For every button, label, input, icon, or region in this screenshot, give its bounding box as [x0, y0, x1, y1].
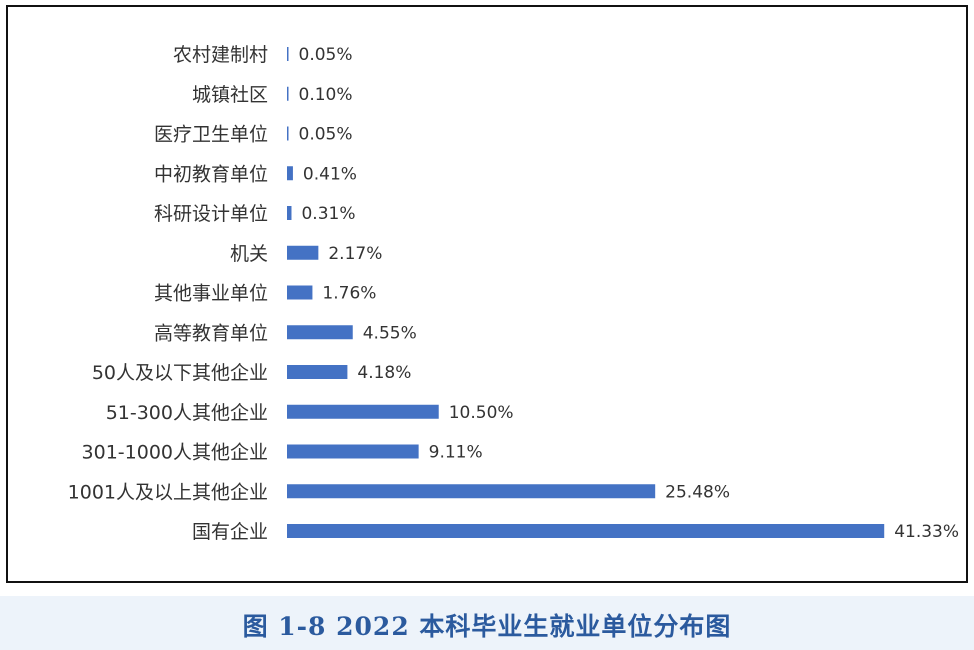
value-label: 0.05%: [299, 45, 353, 65]
category-label: 国有企业: [192, 521, 268, 543]
value-label: 0.41%: [303, 164, 357, 184]
value-label: 0.31%: [301, 204, 355, 224]
category-label: 农村建制村: [173, 44, 268, 66]
bar: [287, 484, 656, 499]
figure-caption: 图 1-8 2022 本科毕业生就业单位分布图: [242, 612, 732, 641]
category-label: 机关: [230, 243, 268, 265]
value-label: 0.10%: [299, 85, 353, 105]
category-label: 1001人及以上其他企业: [68, 481, 268, 503]
category-label: 其他事业单位: [154, 283, 268, 305]
bar: [287, 404, 439, 419]
bar: [287, 47, 289, 61]
caption-band: [0, 596, 974, 650]
bar: [287, 245, 319, 260]
bar: [287, 524, 885, 538]
bars-group: 农村建制村 0.05% 城镇社区 0.10% 医疗卫生单位 0.05% 中初教育单位 0.41…: [68, 44, 959, 543]
category-label: 医疗卫生单位: [154, 124, 268, 146]
bar-chart: 农村建制村 0.05% 城镇社区 0.10% 医疗卫生单位 0.05% 中初教育单位 0.41…: [68, 44, 959, 543]
category-label: 50人及以下其他企业: [92, 362, 268, 384]
bar: [287, 206, 292, 220]
value-label: 1.76%: [322, 284, 376, 304]
bar: [287, 86, 289, 101]
value-label: 41.33%: [894, 522, 959, 542]
category-label: 301-1000人其他企业: [82, 442, 268, 464]
value-label: 25.48%: [665, 482, 730, 502]
bar: [287, 325, 353, 340]
category-label: 科研设计单位: [154, 203, 268, 225]
bar: [287, 444, 419, 459]
category-label: 城镇社区: [192, 84, 268, 106]
value-label: 9.11%: [429, 443, 483, 463]
category-label: 51-300人其他企业: [106, 402, 268, 424]
bar: [287, 166, 293, 181]
category-label: 高等教育单位: [154, 322, 268, 344]
value-label: 10.50%: [449, 403, 514, 423]
bar: [287, 365, 348, 379]
value-label: 2.17%: [328, 244, 382, 264]
category-label: 中初教育单位: [154, 163, 268, 185]
value-label: 4.18%: [357, 363, 411, 383]
value-label: 0.05%: [299, 125, 353, 145]
value-label: 4.55%: [363, 323, 417, 343]
bar: [287, 285, 313, 300]
bar: [287, 126, 289, 141]
